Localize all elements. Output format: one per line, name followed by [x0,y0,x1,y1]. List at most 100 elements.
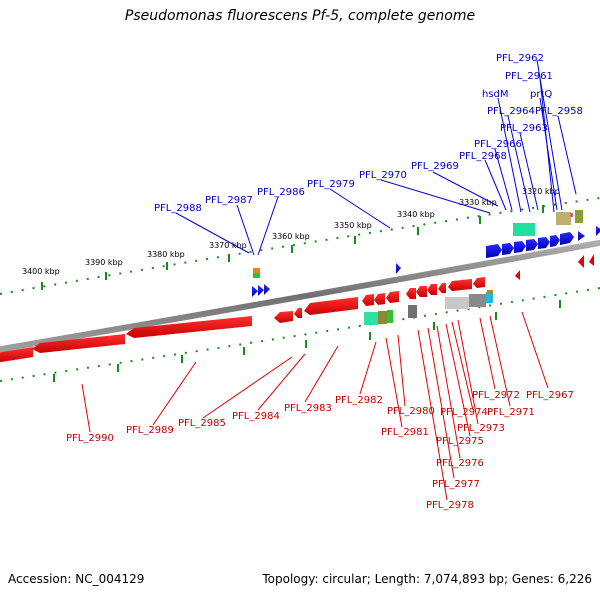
gene-label[interactable]: PFL_2989 [126,425,174,436]
gene-label[interactable]: PFL_2964 [487,106,535,117]
gene-pfl-2978[interactable] [386,291,399,303]
gene-label[interactable]: prtQ [530,89,552,100]
gene-label[interactable]: PFL_2968 [459,151,507,162]
gene-label[interactable]: PFL_2986 [257,187,305,198]
major-ticks-lower [53,300,561,382]
bottom-gene-labels[interactable]: PFL_2967 PFL_2972 PFL_2971 PFL_2974 PFL_… [66,390,574,511]
gene-pfl-2989[interactable] [32,334,125,353]
gene-label[interactable]: PFL_2961 [505,71,553,82]
gene-pfl-2966[interactable] [526,239,538,251]
gene-pfl-2972[interactable] [473,277,485,288]
genome-stats-text: Topology: circular; Length: 7,074,893 bp… [262,572,592,586]
feature-block-orange[interactable] [253,268,260,273]
gene-pfl-2990[interactable] [0,347,33,363]
gene-pfl-2979[interactable] [396,263,401,274]
gene-blue-edge[interactable] [596,226,600,236]
kbp-label: 3320 kbp [522,187,560,196]
gene-pfl-2984[interactable] [274,311,293,323]
feature-block-green[interactable] [387,310,393,323]
gene-label[interactable]: PFL_2971 [487,407,535,418]
gene-pfl-2977[interactable] [406,288,416,299]
gene-pfl-2975[interactable] [427,284,437,295]
gene-label[interactable]: PFL_2978 [426,500,474,511]
reverse-strand-genes[interactable] [0,254,594,363]
gene-pfl-2987[interactable] [258,285,264,296]
kbp-label: 3370 kbp [209,241,247,250]
gene-label[interactable]: hsdM [482,89,509,100]
gene-label[interactable]: PFL_2984 [232,411,280,422]
gene-pfl-2970[interactable] [486,244,502,258]
gene-label[interactable]: PFL_2969 [411,161,459,172]
feature-block-olive-2[interactable] [487,290,493,294]
gene-label[interactable]: PFL_2982 [335,395,383,406]
gene-label[interactable]: PFL_2980 [387,406,435,417]
feature-block-red-tiny[interactable] [570,213,573,217]
reverse-feature-blocks[interactable] [364,290,493,325]
feature-block-khaki[interactable] [556,212,571,225]
gene-pfl-2985[interactable] [126,316,252,338]
gene-label[interactable]: PFL_2976 [436,458,484,469]
kbp-label: 3390 kbp [85,258,123,267]
feature-block-olive[interactable] [378,311,387,324]
map-title: Pseudomonas fluorescens Pf-5, complete g… [124,8,476,24]
gene-pfl-2986[interactable] [264,284,270,295]
gene-label[interactable]: PFL_2967 [526,390,574,401]
gene-pfl-2971[interactable] [578,255,584,268]
kbp-label: 3380 kbp [147,250,185,259]
gene-label[interactable]: PFL_2963 [500,123,548,134]
gene-label[interactable]: PFL_2990 [66,433,114,444]
gene-pfl-2969[interactable] [502,243,514,255]
gene-label[interactable]: PFL_2958 [535,106,583,117]
gene-label[interactable]: PFL_2962 [496,53,544,64]
feature-block-lightgray[interactable] [445,297,469,309]
feature-block-olive-3[interactable] [575,210,583,223]
gene-label[interactable]: PFL_2987 [205,195,253,206]
top-leader-lines [175,59,577,256]
gene-pfl-2974[interactable] [438,283,446,293]
gene-pfl-2982[interactable] [304,297,358,315]
gene-label[interactable]: PFL_2966 [474,139,522,150]
feature-block-blue-cyan[interactable] [486,292,493,303]
gene-label[interactable]: PFL_2983 [284,403,332,414]
feature-block-cyan[interactable] [364,312,378,325]
gene-pfl-2968[interactable] [514,241,526,253]
gene-pfl-2988[interactable] [252,286,258,297]
feature-block-green-small[interactable] [253,273,260,278]
gene-pfl-2976[interactable] [416,286,427,297]
forward-strand-genes[interactable] [252,226,600,297]
gene-pfl-2958[interactable] [578,231,585,241]
top-gene-labels[interactable]: PFL_2962 PFL_2961 hsdM prtQ PFL_2964 PFL… [154,53,583,214]
feature-block-teal[interactable] [513,223,535,236]
gene-red-small[interactable] [589,254,594,266]
accession-text: Accession: NC_004129 [8,572,145,586]
gene-pfl-2962[interactable] [560,232,574,245]
gene-label[interactable]: PFL_2981 [381,427,429,438]
gene-label[interactable]: PFL_2974 [440,407,488,418]
gene-label[interactable]: PFL_2975 [436,436,484,447]
gene-pfl-2973[interactable] [448,279,472,291]
gene-pfl-2964[interactable] [538,237,550,249]
bottom-leader-lines [81,311,549,501]
forward-feature-blocks[interactable] [253,210,583,278]
gene-label[interactable]: PFL_2977 [432,479,480,490]
gene-label[interactable]: PFL_2970 [359,170,407,181]
gene-label[interactable]: PFL_2973 [457,423,505,434]
gene-pfl-2980[interactable] [374,293,385,305]
gene-label[interactable]: PFL_2972 [472,390,520,401]
gene-pfl-2981[interactable] [362,294,374,306]
kbp-label: 3330 kbp [459,198,497,207]
gene-label[interactable]: PFL_2979 [307,179,355,190]
gene-pfl-2983[interactable] [294,308,302,318]
gene-label[interactable]: PFL_2988 [154,203,202,214]
feature-block-gray[interactable] [408,305,417,318]
kbp-label: 3340 kbp [397,210,435,219]
major-ticks-upper [41,205,544,290]
gene-pfl-2967[interactable] [515,270,520,280]
feature-block-darkgray[interactable] [469,294,486,307]
kbp-label: 3400 kbp [22,267,60,276]
gene-pfl-2963[interactable] [550,235,560,247]
genome-backbone [0,239,600,353]
gene-label[interactable]: PFL_2985 [178,418,226,429]
